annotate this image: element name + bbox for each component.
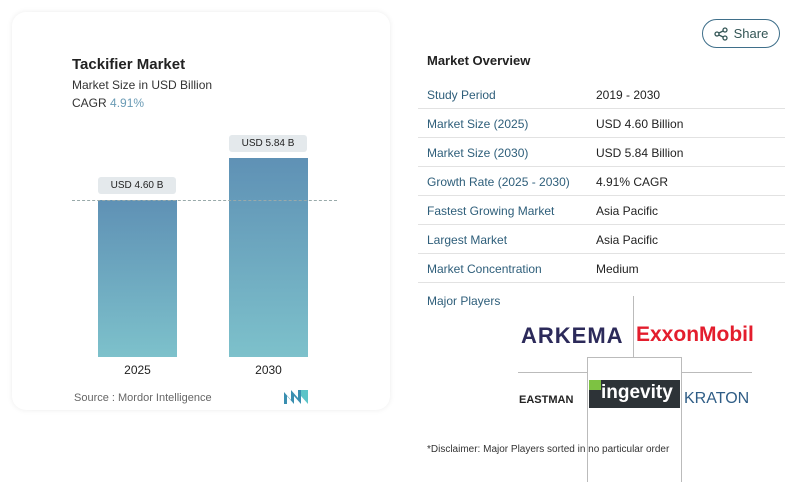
mordor-logo-icon <box>284 390 308 404</box>
row-label: Growth Rate (2025 - 2030) <box>427 175 570 189</box>
overview-row: Fastest Growing Market Asia Pacific <box>418 196 785 225</box>
cagr-value: 4.91% <box>110 96 145 110</box>
x-tick-label: 2025 <box>124 363 151 377</box>
row-label: Market Size (2030) <box>427 146 529 160</box>
chart-title: Tackifier Market <box>72 56 186 73</box>
x-tick-label: 2030 <box>255 363 282 377</box>
chart-subtitle: Market Size in USD Billion <box>72 78 213 92</box>
cagr: CAGR 4.91% <box>72 96 144 110</box>
overview-row: Market Size (2030) USD 5.84 Billion <box>418 138 785 167</box>
share-button[interactable]: Share <box>702 19 780 48</box>
bar-2025 <box>98 200 177 357</box>
overview-row: Study Period 2019 - 2030 <box>418 80 785 109</box>
data-label: USD 4.60 B <box>98 177 176 195</box>
reference-line <box>72 200 337 201</box>
bar-2030 <box>229 158 308 357</box>
row-value: USD 4.60 Billion <box>596 117 684 131</box>
data-label: USD 5.84 B <box>229 135 307 152</box>
disclaimer: *Disclaimer: Major Players sorted in no … <box>427 444 670 455</box>
row-label: Market Concentration <box>427 262 542 276</box>
row-label: Largest Market <box>427 233 508 247</box>
chart-card <box>12 12 390 410</box>
row-value: 2019 - 2030 <box>596 88 661 102</box>
logo-eastman: EASTMAN <box>519 394 574 406</box>
row-value: Asia Pacific <box>596 233 659 247</box>
source: Source : Mordor Intelligence <box>74 392 212 404</box>
overview-row: Market Size (2025) USD 4.60 Billion <box>418 109 785 138</box>
logo-exxonmobil: ExxonMobil <box>636 323 754 346</box>
overview-row: Market Concentration Medium <box>418 254 785 283</box>
row-value: Medium <box>596 262 639 276</box>
share-icon <box>713 26 728 41</box>
logo-ingevity: ingevity <box>589 380 680 408</box>
row-label: Market Size (2025) <box>427 117 529 131</box>
share-label: Share <box>733 26 769 41</box>
logo-kraton: KRATON <box>684 390 750 407</box>
overview-row: Growth Rate (2025 - 2030) 4.91% CAGR <box>418 167 785 196</box>
overview-row: Largest Market Asia Pacific <box>418 225 785 254</box>
cagr-label: CAGR <box>72 96 107 110</box>
row-value: USD 5.84 Billion <box>596 146 684 160</box>
row-label: Fastest Growing Market <box>427 204 555 218</box>
overview-title: Market Overview <box>427 53 531 68</box>
row-value: Asia Pacific <box>596 204 659 218</box>
logo-arkema: ARKEMA <box>521 323 624 348</box>
row-label: Study Period <box>427 88 496 102</box>
row-value: 4.91% CAGR <box>596 175 669 189</box>
major-players-label: Major Players <box>427 294 501 308</box>
